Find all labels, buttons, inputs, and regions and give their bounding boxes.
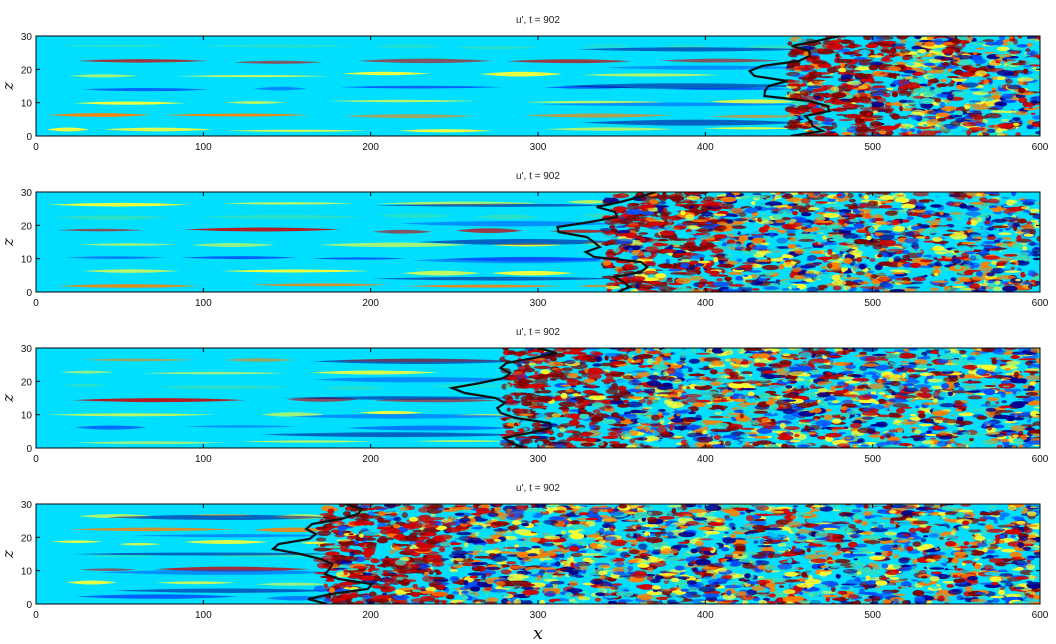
x-tick-label: 200 (362, 298, 379, 309)
x-tick-label: 200 (362, 454, 379, 465)
x-tick-label: 100 (195, 298, 212, 309)
contour-line (747, 36, 840, 136)
figure-x-axis-label: x (533, 623, 543, 644)
y-tick-label: 20 (21, 377, 33, 388)
x-tick-label: 0 (33, 610, 39, 621)
y-tick-label: 30 (21, 500, 33, 511)
x-tick-label: 500 (864, 298, 881, 309)
x-tick-label: 500 (864, 610, 881, 621)
heatmap-field (36, 348, 1040, 448)
x-tick-label: 400 (697, 610, 714, 621)
contour-line (556, 192, 657, 292)
y-axis-label: z (0, 394, 17, 403)
y-tick-label: 20 (21, 221, 33, 232)
y-axis-label: z (0, 82, 17, 91)
x-tick-label: 600 (1032, 298, 1049, 309)
x-tick-label: 600 (1032, 142, 1049, 153)
panel-title: u', t = 902 (516, 171, 560, 182)
x-tick-label: 300 (530, 142, 547, 153)
y-axis-label: z (0, 550, 17, 559)
heatmap-field (36, 192, 1040, 292)
x-tick-label: 200 (362, 142, 379, 153)
panel-title: u', t = 902 (516, 483, 560, 494)
x-tick-label: 300 (530, 454, 547, 465)
y-tick-label: 30 (21, 188, 33, 199)
y-tick-label: 10 (21, 255, 33, 266)
x-tick-label: 300 (530, 298, 547, 309)
y-tick-label: 20 (21, 533, 33, 544)
y-tick-label: 20 (21, 65, 33, 76)
x-tick-label: 500 (864, 142, 881, 153)
x-tick-label: 400 (697, 298, 714, 309)
turbulent-region (782, 36, 1040, 136)
x-tick-label: 400 (697, 142, 714, 153)
y-tick-label: 0 (26, 600, 32, 611)
y-tick-label: 30 (21, 344, 33, 355)
x-tick-label: 0 (33, 142, 39, 153)
x-tick-label: 0 (33, 454, 39, 465)
x-tick-label: 100 (195, 610, 212, 621)
heatmap-panel: u', t = 902 0 100 200 300 400 500 600 0 10 20 30 z (0, 171, 1049, 309)
y-tick-label: 10 (21, 411, 33, 422)
x-tick-label: 0 (33, 298, 39, 309)
turbulent-region (598, 192, 1040, 292)
x-tick-label: 100 (195, 142, 212, 153)
y-tick-label: 10 (21, 99, 33, 110)
y-tick-label: 0 (26, 288, 32, 299)
y-tick-label: 0 (26, 444, 32, 455)
heatmap-field (36, 504, 1040, 604)
panel-title: u', t = 902 (516, 15, 560, 26)
contour-line (448, 348, 557, 448)
x-tick-label: 200 (362, 610, 379, 621)
heatmap-panel: u', t = 902 0 100 200 300 400 500 600 0 10 20 30 z (0, 327, 1049, 465)
y-axis-label: z (0, 238, 17, 247)
turbulent-region (496, 348, 1040, 448)
y-tick-label: 0 (26, 132, 32, 143)
x-tick-label: 600 (1032, 610, 1049, 621)
x-tick-label: 400 (697, 454, 714, 465)
x-tick-label: 500 (864, 454, 881, 465)
y-tick-label: 30 (21, 32, 33, 43)
panel-title: u', t = 902 (516, 327, 560, 338)
x-tick-label: 300 (530, 610, 547, 621)
heatmap-panel: u', t = 902 0 100 200 300 400 500 600 0 10 20 30 z (0, 15, 1049, 153)
x-tick-label: 100 (195, 454, 212, 465)
heatmap-panel: u', t = 902 0 100 200 300 400 500 600 0 10 20 30 z (0, 483, 1049, 621)
x-tick-label: 600 (1032, 454, 1049, 465)
y-tick-label: 10 (21, 567, 33, 578)
contour-line (270, 504, 375, 604)
heatmap-field (36, 36, 1040, 136)
